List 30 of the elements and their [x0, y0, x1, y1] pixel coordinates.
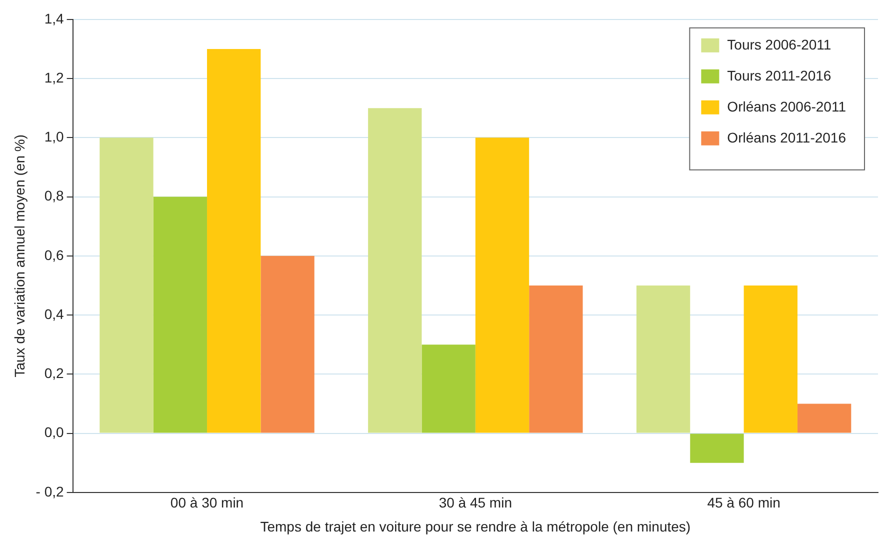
legend-label: Tours 2011-2016 — [727, 67, 832, 84]
x-tick-label: 30 à 45 min — [438, 494, 512, 511]
bar — [475, 138, 530, 433]
y-tick-label: 1,0 — [44, 128, 64, 145]
bar — [207, 48, 261, 433]
y-tick-label: 0,8 — [44, 188, 64, 204]
y-tick-label: 0,0 — [44, 424, 64, 440]
y-axis-title: Taux de variation annuel moyen (en %) — [11, 134, 28, 378]
bar — [100, 138, 154, 433]
x-tick-label: 45 à 60 min — [707, 494, 780, 511]
x-axis-title: Temps de trajet en voiture pour se rendre à la métropole (en minutes) — [260, 518, 691, 534]
y-tick-label: 1,4 — [44, 10, 64, 26]
legend-label: Orléans 2011-2016 — [727, 129, 846, 146]
legend-label: Orléans 2006-2011 — [727, 98, 846, 114]
y-tick-label: 0,6 — [44, 246, 64, 263]
bar — [422, 344, 476, 433]
legend-label: Tours 2006-2011 — [727, 36, 832, 52]
bar — [690, 434, 744, 463]
bar — [368, 108, 422, 433]
bar — [797, 404, 852, 433]
y-tick-label: - 0,2 — [36, 483, 64, 500]
y-tick-label: 0,4 — [44, 306, 64, 322]
bar — [636, 285, 690, 433]
bar — [153, 196, 208, 433]
bar — [529, 285, 583, 433]
bar — [260, 256, 314, 433]
x-tick-label: 00 à 30 min — [170, 494, 244, 511]
y-tick-label: 1,2 — [44, 69, 64, 86]
bar — [744, 285, 798, 433]
y-tick-label: 0,2 — [44, 365, 64, 382]
